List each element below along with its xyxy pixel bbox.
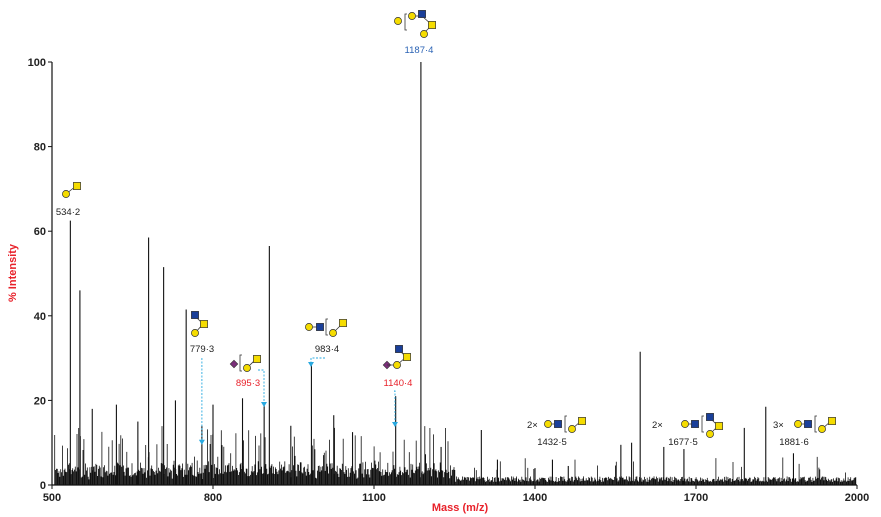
sialic-acid-symbol (229, 359, 239, 369)
peak-label: 1881·6 (779, 437, 809, 448)
peak-label: 1677·5 (668, 437, 698, 448)
peak-label: 1140·4 (384, 378, 413, 389)
glycan-sia-gal-glcnac-galnac (382, 345, 411, 370)
galnac-symbol (200, 320, 208, 328)
galnac-symbol (339, 319, 347, 327)
glycan-bracket (404, 13, 407, 31)
glycan-multiplier-label: 2× (527, 420, 538, 431)
galnac-symbol (715, 422, 723, 430)
glycan-bracket (814, 415, 817, 433)
glycan-gal-galnac (62, 182, 81, 198)
x-axis-title: Mass (m/z) (432, 502, 489, 514)
galactose-symbol (191, 329, 199, 337)
peak-label: 895·3 (236, 378, 260, 389)
ticks: 0 20 40 60 80 100 500 800 1100 1400 1700 2000 (28, 57, 870, 504)
spectrum-baseline (54, 426, 857, 485)
galactose-symbol (394, 17, 402, 25)
y-axis-title: % Intensity (7, 243, 19, 302)
glycan-multiplier-label: 3× (773, 420, 784, 431)
x-tick-label: 1100 (362, 492, 386, 504)
galactose-symbol (568, 425, 576, 433)
galactose-symbol (62, 190, 70, 198)
glycan-bracket (239, 354, 242, 372)
galactose-symbol (794, 420, 802, 428)
x-tick-label: 2000 (845, 492, 869, 504)
galactose-symbol (544, 420, 552, 428)
x-tick-label: 500 (43, 492, 61, 504)
annotation-arrow-head (198, 439, 205, 445)
y-tick-label: 80 (34, 142, 46, 154)
annotation-arrow-line (258, 369, 265, 406)
peak-label: 534·2 (56, 207, 80, 218)
galactose-symbol (706, 430, 714, 438)
annotation-arrow-head (308, 362, 314, 367)
galnac-symbol (578, 417, 586, 425)
glcnac-symbol (804, 420, 812, 428)
galactose-symbol (393, 361, 401, 369)
annotation-arrow-line (394, 390, 396, 426)
glycan-bracket (701, 415, 704, 433)
y-tick-label: 0 (40, 480, 46, 492)
peak-label: 1187·4 (405, 45, 434, 56)
galactose-symbol (818, 425, 826, 433)
glcnac-symbol (691, 420, 699, 428)
galnac-symbol (828, 417, 836, 425)
glcnac-symbol (418, 10, 426, 18)
spectrum-trace (54, 62, 857, 485)
axes (51, 62, 857, 486)
glycan-gal-glcnac-galnac-gal (394, 10, 436, 38)
peak-label: 779·3 (190, 344, 214, 355)
glycan-gal-glcnac-gal-galnac (305, 318, 347, 337)
glycan-glcnac-gal-galnac (191, 311, 208, 337)
galnac-symbol (253, 355, 261, 363)
x-tick-label: 1400 (523, 492, 547, 504)
galactose-symbol (243, 364, 251, 372)
glycan-2x-lacnac-branched (681, 413, 723, 438)
galactose-symbol (681, 420, 689, 428)
peak-label: 1432·5 (537, 437, 567, 448)
galnac-symbol (403, 353, 411, 361)
x-tick-label: 800 (204, 492, 222, 504)
galactose-symbol (408, 12, 416, 20)
galnac-symbol (428, 21, 436, 29)
glcnac-symbol (191, 311, 199, 319)
peak-annotations: 534·2 779·3 895·3 983·4 1140·4 1187·4 2× 1432·5… (56, 10, 836, 448)
glcnac-symbol (395, 345, 403, 353)
y-tick-label: 100 (28, 57, 46, 69)
y-tick-label: 60 (34, 226, 46, 238)
y-tick-label: 20 (34, 395, 46, 407)
y-tick-label: 40 (34, 311, 46, 323)
glycan-bracket (325, 318, 328, 336)
glcnac-symbol (706, 413, 714, 421)
glycan-multiplier-label: 2× (652, 420, 663, 431)
galactose-symbol (305, 323, 313, 331)
glycan-sia-gal-galnac (229, 354, 261, 372)
glcnac-symbol (554, 420, 562, 428)
glycan-2x-lacnac (544, 415, 586, 433)
annotation-arrow-head (392, 422, 398, 427)
galactose-symbol (420, 30, 428, 38)
peak-label: 983·4 (315, 344, 339, 355)
glycan-3x-lacnac (794, 415, 836, 433)
glycan-bracket (564, 415, 567, 433)
glcnac-symbol (316, 323, 324, 331)
annotation-arrow-head (261, 402, 267, 407)
galactose-symbol (329, 329, 337, 337)
galnac-symbol (73, 182, 81, 190)
x-tick-label: 1700 (684, 492, 708, 504)
